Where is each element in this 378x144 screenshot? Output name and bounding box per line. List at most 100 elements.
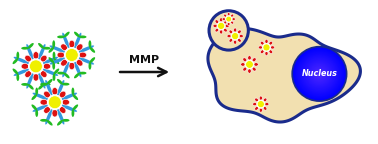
- Circle shape: [256, 100, 265, 108]
- Ellipse shape: [54, 69, 59, 74]
- Circle shape: [315, 70, 324, 78]
- Ellipse shape: [38, 84, 44, 90]
- Ellipse shape: [228, 22, 230, 26]
- Ellipse shape: [44, 91, 50, 98]
- Circle shape: [297, 52, 342, 96]
- Ellipse shape: [40, 99, 48, 105]
- Circle shape: [303, 58, 336, 90]
- Ellipse shape: [263, 98, 267, 102]
- Ellipse shape: [255, 107, 259, 110]
- Ellipse shape: [222, 18, 225, 20]
- Circle shape: [28, 58, 44, 74]
- Ellipse shape: [71, 88, 74, 95]
- Ellipse shape: [52, 62, 55, 70]
- Ellipse shape: [42, 68, 58, 76]
- Ellipse shape: [54, 58, 59, 64]
- Ellipse shape: [220, 18, 223, 22]
- Ellipse shape: [59, 91, 66, 98]
- Ellipse shape: [16, 52, 19, 59]
- Circle shape: [263, 44, 270, 51]
- Ellipse shape: [31, 104, 37, 110]
- Ellipse shape: [62, 61, 70, 77]
- Ellipse shape: [269, 50, 273, 54]
- Ellipse shape: [228, 12, 230, 16]
- Ellipse shape: [52, 109, 57, 117]
- Ellipse shape: [243, 58, 247, 62]
- Ellipse shape: [227, 35, 231, 38]
- Ellipse shape: [45, 80, 53, 96]
- Circle shape: [218, 22, 225, 29]
- Ellipse shape: [62, 33, 70, 49]
- Ellipse shape: [234, 40, 237, 44]
- Ellipse shape: [33, 74, 39, 81]
- Ellipse shape: [48, 47, 54, 53]
- Circle shape: [304, 59, 335, 89]
- Circle shape: [245, 60, 254, 69]
- Ellipse shape: [243, 67, 247, 71]
- Ellipse shape: [38, 44, 45, 60]
- Circle shape: [257, 101, 264, 108]
- Ellipse shape: [57, 80, 64, 96]
- Ellipse shape: [223, 20, 227, 23]
- Ellipse shape: [260, 41, 264, 45]
- Circle shape: [302, 56, 337, 91]
- Circle shape: [301, 55, 338, 93]
- Ellipse shape: [57, 52, 65, 58]
- Circle shape: [232, 33, 239, 40]
- Circle shape: [231, 32, 240, 40]
- Ellipse shape: [14, 68, 30, 76]
- Ellipse shape: [53, 52, 56, 59]
- Circle shape: [48, 96, 61, 109]
- Ellipse shape: [248, 56, 251, 60]
- Ellipse shape: [40, 83, 48, 86]
- Ellipse shape: [234, 28, 237, 32]
- Ellipse shape: [33, 93, 49, 100]
- Circle shape: [299, 54, 339, 94]
- Ellipse shape: [61, 59, 67, 66]
- Ellipse shape: [42, 57, 58, 64]
- Ellipse shape: [28, 84, 34, 90]
- Ellipse shape: [269, 41, 273, 45]
- Ellipse shape: [237, 30, 241, 34]
- Ellipse shape: [12, 69, 18, 74]
- Ellipse shape: [224, 21, 227, 24]
- Ellipse shape: [220, 30, 223, 34]
- Ellipse shape: [50, 45, 66, 53]
- Ellipse shape: [237, 38, 241, 42]
- Ellipse shape: [61, 104, 77, 112]
- Circle shape: [314, 69, 325, 79]
- Ellipse shape: [50, 57, 66, 65]
- Ellipse shape: [259, 96, 262, 100]
- Ellipse shape: [231, 14, 234, 17]
- Ellipse shape: [61, 93, 77, 100]
- Ellipse shape: [48, 57, 54, 63]
- Circle shape: [217, 21, 226, 30]
- Ellipse shape: [248, 69, 251, 73]
- Ellipse shape: [62, 119, 70, 122]
- Circle shape: [307, 61, 332, 87]
- Ellipse shape: [255, 98, 259, 102]
- Ellipse shape: [241, 63, 245, 66]
- Ellipse shape: [215, 20, 219, 23]
- Ellipse shape: [33, 52, 39, 59]
- Circle shape: [293, 48, 345, 100]
- Ellipse shape: [259, 46, 263, 49]
- Ellipse shape: [225, 24, 229, 28]
- Ellipse shape: [43, 83, 51, 86]
- Ellipse shape: [40, 55, 47, 62]
- Circle shape: [225, 16, 232, 23]
- Ellipse shape: [259, 108, 262, 112]
- Ellipse shape: [265, 51, 268, 56]
- Ellipse shape: [74, 73, 80, 78]
- Ellipse shape: [52, 40, 55, 48]
- Circle shape: [308, 62, 331, 85]
- Ellipse shape: [59, 107, 66, 113]
- Ellipse shape: [16, 73, 19, 81]
- Ellipse shape: [26, 72, 34, 89]
- Ellipse shape: [79, 52, 87, 58]
- Circle shape: [262, 43, 271, 52]
- Ellipse shape: [213, 24, 217, 28]
- Ellipse shape: [76, 59, 83, 66]
- Ellipse shape: [35, 109, 38, 117]
- Ellipse shape: [52, 88, 57, 95]
